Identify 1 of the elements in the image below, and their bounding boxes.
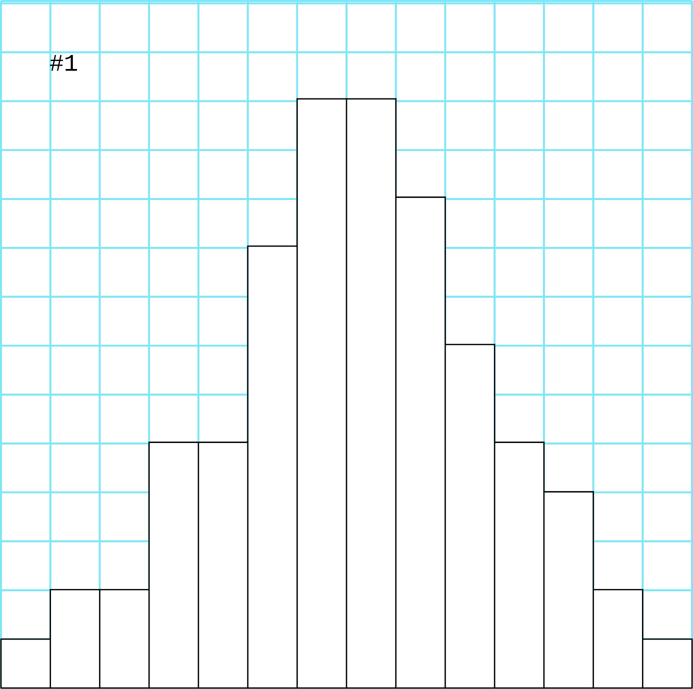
text: #1 [50, 54, 77, 71]
